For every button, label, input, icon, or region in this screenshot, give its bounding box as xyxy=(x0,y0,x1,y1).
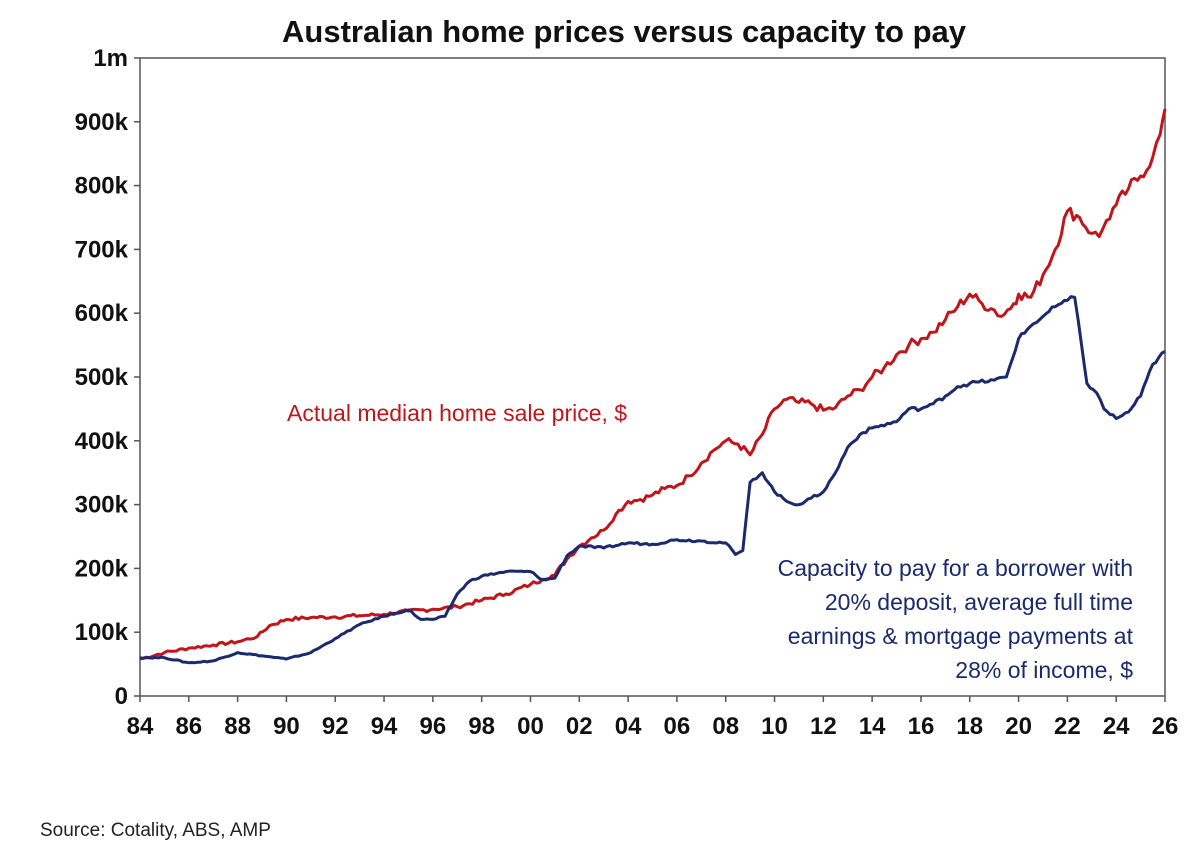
x-tick-label: 08 xyxy=(712,713,739,740)
x-tick-label: 26 xyxy=(1152,713,1179,740)
x-tick-label: 10 xyxy=(761,713,788,740)
x-tick-label: 18 xyxy=(956,713,983,740)
x-tick-label: 94 xyxy=(371,713,398,740)
price-series-line xyxy=(139,108,1167,661)
x-tick-label: 22 xyxy=(1054,713,1081,740)
series-layer xyxy=(139,108,1167,665)
x-tick-label: 98 xyxy=(468,713,495,740)
capacity-series-label-line-4: 28% of income, $ xyxy=(955,657,1133,683)
x-tick-label: 24 xyxy=(1103,713,1130,740)
x-tick-label: 20 xyxy=(1005,713,1032,740)
y-tick-label: 600k xyxy=(75,300,129,327)
y-tick-label: 900k xyxy=(75,109,129,136)
capacity-series-label-line-2: 20% deposit, average full time xyxy=(825,589,1133,615)
x-tick-label: 12 xyxy=(810,713,837,740)
x-tick-label: 92 xyxy=(322,713,349,740)
chart-title: Australian home prices versus capacity t… xyxy=(282,14,967,49)
y-tick-label: 500k xyxy=(75,364,129,391)
y-tick-label: 700k xyxy=(75,236,129,263)
x-tick-label: 00 xyxy=(517,713,544,740)
x-tick-label: 16 xyxy=(908,713,935,740)
capacity-series-line xyxy=(139,295,1166,665)
x-tick-label: 88 xyxy=(224,713,251,740)
capacity-series-label-line-3: earnings & mortgage payments at xyxy=(788,623,1134,649)
y-tick-label: 100k xyxy=(75,619,129,646)
x-tick-label: 02 xyxy=(566,713,593,740)
x-tick-label: 04 xyxy=(615,713,642,740)
x-tick-label: 96 xyxy=(420,713,447,740)
y-tick-label: 400k xyxy=(75,428,129,455)
y-tick-label: 0 xyxy=(115,683,128,710)
y-tick-label: 300k xyxy=(75,492,129,519)
capacity-series-label-line-1: Capacity to pay for a borrower with xyxy=(778,555,1133,581)
price-series-label: Actual median home sale price, $ xyxy=(287,400,627,426)
source-note: Source: Cotality, ABS, AMP xyxy=(40,820,271,841)
y-tick-label: 800k xyxy=(75,173,129,200)
y-tick-label: 200k xyxy=(75,555,129,582)
x-tick-label: 14 xyxy=(859,713,886,740)
x-tick-label: 90 xyxy=(273,713,300,740)
x-tick-label: 86 xyxy=(175,713,202,740)
axes: 0 100k 200k 300k 400k 500k 600k 700k 800k 900k 1m 8… xyxy=(75,45,1179,740)
y-tick-label: 1m xyxy=(93,45,128,72)
x-tick-label: 06 xyxy=(664,713,691,740)
x-tick-label: 84 xyxy=(127,713,154,740)
